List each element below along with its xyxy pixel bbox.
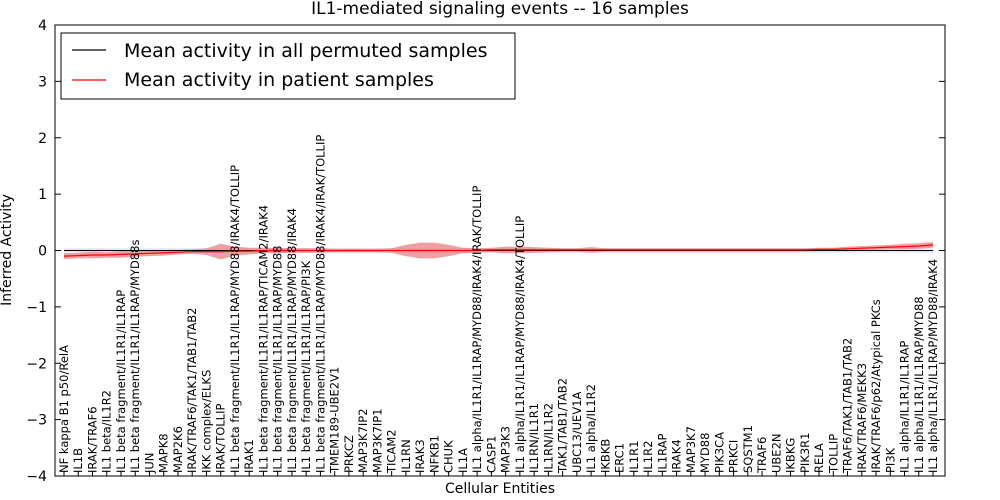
x-axis-label: Cellular Entities — [445, 481, 555, 497]
y-tick-label: −2 — [26, 356, 47, 372]
x-tick-label: CASP1 — [484, 436, 498, 473]
x-tick-label: IL1RN/IL1R2 — [541, 403, 555, 473]
x-tick-label: IL1 alpha/IL1R1/IL1RAP/MYD88/IRAK4/TOLLI… — [513, 216, 527, 473]
legend-label-permuted: Mean activity in all permuted samples — [124, 40, 487, 62]
x-tick-label: IL1 beta fragment/IL1R1/IL1RAP/MYD88 — [271, 246, 285, 473]
x-tick-label: UBE2N — [769, 434, 783, 474]
x-tick-label: IL1 beta fragment/IL1R1/IL1RAP/MYD88/IRA… — [285, 208, 299, 473]
y-tick-label: 0 — [38, 244, 47, 260]
x-tick-label: TOLLIP — [826, 434, 840, 474]
x-tick-label: IRAK1 — [242, 439, 256, 473]
y-axis: 4 3 2 1 0 −1 −2 −3 −4 — [26, 18, 945, 485]
x-tick-label: IL1 beta fragment/IL1R1/IL1RAP/MYD88/IRA… — [313, 135, 327, 473]
y-tick-label: −4 — [26, 469, 47, 485]
x-tick-label: IRAK/TRAF6/p62/Atypical PKCs — [869, 299, 883, 473]
x-tick-label: TRAF6 — [755, 437, 769, 474]
x-tick-label: IRAK4 — [670, 439, 684, 473]
x-tick-label: MAP2K6 — [171, 426, 185, 473]
x-tick-label: IL1B — [71, 448, 85, 473]
x-tick-label: IL1 beta fragment/IL1R1/IL1RAP/MYD88/IRA… — [228, 165, 242, 473]
x-tick-label: PRKCI — [727, 440, 741, 473]
x-tick-label: IRAK/TRAF6/TAK1/TAB1/TAB2 — [185, 308, 199, 473]
x-tick-label: MAP3K7IP1 — [370, 408, 384, 473]
line-series-1 — [63, 244, 934, 257]
x-tick-label: NF kappa B1 p50/RelA — [57, 345, 71, 473]
x-tick-label: UBC13/UEV1A — [570, 391, 584, 473]
y-tick-label: 1 — [38, 187, 47, 203]
x-tick-label: CHUK — [442, 440, 456, 473]
x-tick-label: IL1 beta fragment/IL1R1/IL1RAP/PI3K — [299, 260, 313, 473]
x-tick-label: IL1 beta fragment/IL1R1/IL1RAP/TICAM2/IR… — [256, 205, 270, 473]
x-tick-label: PIK3R1 — [798, 433, 812, 474]
x-tick-label: IL1R1 — [627, 441, 641, 473]
x-tick-label: IL1 alpha/IL1R1/IL1RAP/MYD88 — [912, 296, 926, 473]
x-tick-label: TICAM2 — [385, 429, 399, 474]
x-tick-label: IL1 beta fragment/IL1R1/IL1RAP — [114, 290, 128, 473]
x-tick-label: IL1RAP — [655, 433, 669, 473]
x-tick-label: IL1RN/IL1R1 — [527, 403, 541, 473]
x-tick-label: JUN — [143, 453, 157, 474]
y-tick-label: −3 — [26, 413, 47, 429]
y-tick-label: 4 — [38, 18, 47, 34]
legend-label-patient: Mean activity in patient samples — [124, 69, 434, 91]
x-tick-label: TRAF6/TAK1/TAB1/TAB2 — [841, 338, 855, 474]
x-tick-label: TMEM189-UBE2V1 — [328, 367, 342, 474]
legend: Mean activity in all permuted samples Me… — [60, 32, 516, 100]
x-tick-label: IRAK/TOLLIP — [214, 404, 228, 473]
x-tick-label: IL1 alpha/IL1R1/IL1RAP/MYD88/IRAK4/IRAK/… — [470, 186, 484, 473]
series-lines — [63, 244, 934, 257]
x-tick-label: PIK3CA — [712, 432, 726, 473]
y-axis-label: Inferred Activity — [0, 194, 15, 306]
x-tick-label: IKBKB — [598, 439, 612, 473]
x-tick-label: IL1 beta fragment/IL1R1/IL1RAP/MYD88s — [128, 240, 142, 473]
x-tick-label: ERC1 — [613, 443, 627, 473]
y-tick-label: −1 — [26, 300, 47, 316]
x-axis: NF kappa B1 p50/RelA IL1B IRAK/TRAF6 IL1 be… — [57, 135, 940, 476]
x-tick-label: IRAK/TRAF6/MEKK3 — [855, 363, 869, 473]
x-tick-label: MAP3K7 — [684, 426, 698, 473]
y-tick-label: 3 — [38, 74, 47, 90]
x-tick-label: MAP3K7IP2 — [356, 408, 370, 473]
x-tick-label: IRAK3 — [413, 439, 427, 473]
x-tick-label: IL1 alpha/IL1R1/IL1RAP/MYD88/IRAK4 — [926, 259, 940, 473]
chart-title: IL1-mediated signaling events -- 16 samp… — [311, 0, 689, 19]
x-tick-label: IL1A — [456, 448, 470, 473]
x-tick-label: PRKCZ — [342, 435, 356, 473]
x-tick-label: TAK1/TAB1/TAB2 — [556, 378, 570, 474]
x-tick-label: IL1 beta/IL1R2 — [100, 390, 114, 473]
x-tick-label: IRAK/TRAF6 — [86, 406, 100, 473]
x-tick-label: IKK complex/ELKS — [200, 370, 214, 473]
x-tick-label: MAP3K3 — [499, 426, 513, 473]
x-tick-label: IL1RN — [399, 439, 413, 473]
x-tick-label: IKBKG — [784, 438, 798, 473]
legend-box — [60, 32, 516, 100]
x-tick-label: PI3K — [883, 447, 897, 473]
x-tick-label: RELA — [812, 443, 826, 473]
x-tick-label: MYD88 — [698, 433, 712, 473]
x-tick-label: MAPK8 — [157, 433, 171, 473]
x-tick-label: IL1R2 — [641, 441, 655, 473]
y-tick-label: 2 — [38, 131, 47, 147]
x-tick-label: IL1 alpha/IL1R1/IL1RAP — [898, 341, 912, 473]
x-tick-label: IL1 alpha/IL1R2 — [584, 384, 598, 473]
x-tick-label: NFKB1 — [427, 435, 441, 473]
x-tick-label: SQSTM1 — [741, 425, 755, 473]
